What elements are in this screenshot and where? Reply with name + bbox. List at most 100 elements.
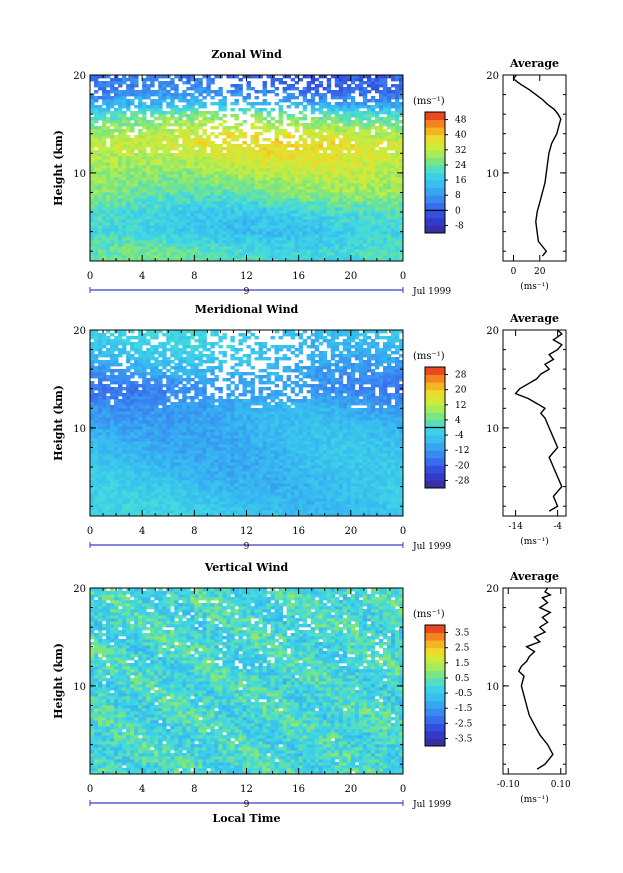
heatmap-cell: [378, 189, 384, 193]
heatmap-cell: [158, 504, 163, 508]
heatmap-cell: [94, 90, 99, 94]
heatmap-cell: [198, 237, 203, 241]
heatmap-cell: [342, 243, 348, 247]
heatmap-cell: [386, 120, 392, 124]
heatmap-cell: [174, 117, 179, 121]
heatmap-cell: [182, 213, 187, 217]
heatmap-cell: [374, 177, 380, 181]
heatmap-cell: [394, 228, 400, 232]
heatmap-cell: [90, 75, 95, 79]
heatmap-cell: [178, 165, 183, 169]
heatmap-cell: [206, 510, 211, 514]
heatmap-cell: [294, 174, 300, 178]
heatmap-cell: [166, 237, 171, 241]
heatmap-cell: [338, 180, 344, 184]
heatmap-cell: [110, 228, 115, 232]
heatmap-cell: [130, 129, 135, 133]
heatmap-cell: [262, 222, 267, 226]
heatmap-cell: [110, 219, 115, 223]
heatmap-cell: [158, 168, 163, 172]
heatmap-cell: [126, 195, 131, 199]
heatmap-cell: [386, 237, 392, 241]
heatmap-cell: [298, 210, 304, 214]
heatmap-cell: [274, 183, 279, 187]
heatmap-cell: [154, 210, 159, 214]
heatmap-cell: [146, 165, 151, 169]
heatmap-cell: [334, 78, 340, 82]
heatmap-cell: [394, 144, 400, 148]
heatmap-cell: [198, 195, 203, 199]
heatmap-cell: [154, 171, 159, 175]
heatmap-cell: [170, 138, 175, 142]
heatmap-cell: [338, 246, 344, 250]
heatmap-cell: [274, 498, 279, 502]
heatmap-cell: [354, 192, 360, 196]
heatmap-cell: [226, 222, 231, 226]
heatmap-cell: [374, 102, 380, 106]
heatmap-cell: [246, 258, 251, 262]
heatmap-cell: [90, 102, 95, 106]
heatmap-cell: [98, 243, 103, 247]
heatmap-cell: [142, 207, 147, 211]
heatmap-cell: [134, 513, 139, 517]
heatmap-cell: [378, 117, 384, 121]
heatmap-cell: [322, 507, 328, 511]
heatmap-cell: [294, 192, 300, 196]
heatmap-cell: [262, 147, 267, 151]
heatmap-cell: [350, 198, 356, 202]
heatmap-cell: [314, 501, 320, 505]
heatmap-cell: [342, 201, 348, 205]
heatmap-cell: [194, 501, 199, 505]
heatmap-cell: [306, 195, 312, 199]
heatmap-cell: [318, 258, 324, 262]
heatmap-cell: [346, 96, 352, 100]
heatmap-cell: [310, 177, 316, 181]
heatmap-cell: [222, 495, 227, 499]
heatmap-cell: [302, 192, 308, 196]
colorbar-swatch: [425, 180, 445, 189]
heatmap-cell: [106, 240, 111, 244]
heatmap-cell: [294, 198, 300, 202]
heatmap-cell: [98, 177, 103, 181]
heatmap-cell: [190, 132, 195, 136]
heatmap-cell: [146, 126, 151, 130]
heatmap-cell: [398, 237, 404, 241]
heatmap-cell: [282, 510, 288, 514]
heatmap-cell: [326, 258, 332, 262]
heatmap-cell: [358, 174, 364, 178]
heatmap-cell: [154, 102, 159, 106]
heatmap-cell: [146, 105, 151, 109]
heatmap-cell: [382, 201, 388, 205]
heatmap-cell: [190, 99, 195, 103]
heatmap-cell: [366, 165, 372, 169]
heatmap-cell: [110, 498, 115, 502]
heatmap-cell: [378, 126, 384, 130]
heatmap-cell: [218, 210, 223, 214]
heatmap-cell: [106, 510, 111, 514]
heatmap-cell: [306, 135, 312, 139]
colorbar-unit-label: (ms⁻¹): [413, 96, 445, 107]
heatmap-cell: [242, 180, 247, 184]
heatmap-cell: [310, 180, 316, 184]
heatmap-cell: [234, 243, 239, 247]
heatmap-cell: [258, 90, 263, 94]
heatmap-cell: [114, 165, 119, 169]
heatmap-cell: [354, 498, 360, 502]
heatmap-cell: [306, 210, 312, 214]
heatmap-cell: [342, 192, 348, 196]
heatmap-cell: [174, 156, 179, 160]
heatmap-cell: [106, 231, 111, 235]
heatmap-cell: [342, 99, 348, 103]
heatmap-cell: [182, 150, 187, 154]
heatmap-cell: [374, 180, 380, 184]
heatmap-cell: [338, 510, 344, 514]
heatmap-cell: [278, 495, 284, 499]
heatmap-cell: [310, 504, 316, 508]
heatmap-cell: [394, 213, 400, 217]
heatmap-cell: [174, 84, 179, 88]
heatmap-cell: [314, 93, 320, 97]
heatmap-cell: [138, 507, 143, 511]
heatmap-cell: [186, 162, 191, 166]
heatmap-cell: [150, 189, 155, 193]
heatmap-cell: [362, 150, 368, 154]
